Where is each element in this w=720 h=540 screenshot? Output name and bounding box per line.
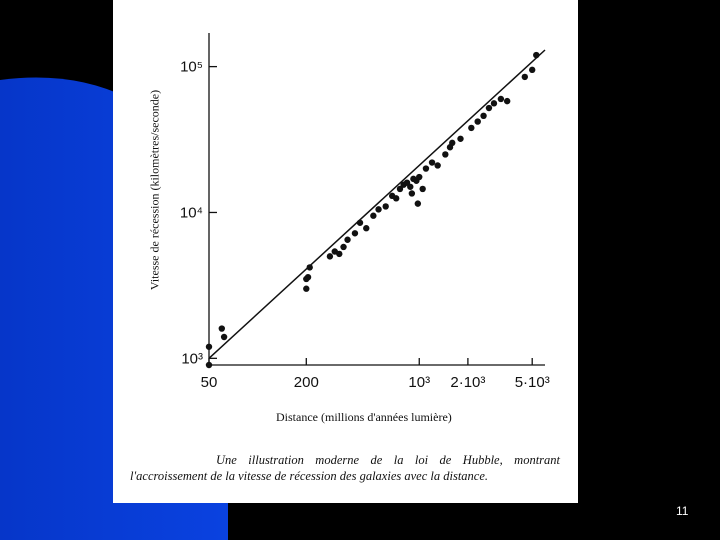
x-tick-label: 50 bbox=[201, 374, 218, 391]
data-point bbox=[363, 225, 370, 232]
data-points bbox=[205, 51, 540, 369]
x-axis-label: Distance (millions d'années lumière) bbox=[276, 410, 452, 424]
data-point bbox=[497, 95, 505, 103]
data-point bbox=[375, 206, 382, 213]
data-point bbox=[382, 203, 389, 210]
data-point bbox=[434, 162, 441, 169]
data-point bbox=[370, 212, 377, 219]
data-point bbox=[474, 118, 481, 125]
y-axis-label-wrap: Vitesse de récession (kilomètres/seconde… bbox=[140, 70, 170, 310]
chart-axes bbox=[208, 33, 545, 366]
data-point bbox=[490, 100, 498, 107]
data-point bbox=[414, 200, 422, 207]
data-point bbox=[396, 185, 404, 193]
data-point bbox=[529, 66, 536, 74]
x-tick-label: 200 bbox=[294, 374, 319, 391]
x-tick-label: 2·10³ bbox=[450, 374, 485, 391]
y-tick-label: 10⁵ bbox=[180, 59, 203, 76]
data-point bbox=[416, 173, 423, 181]
data-point bbox=[428, 159, 436, 166]
data-point bbox=[303, 285, 310, 292]
figure-panel bbox=[113, 0, 578, 503]
hubble-fit-line bbox=[208, 49, 546, 359]
caption-line-2: l'accroissement de la vitesse de récessi… bbox=[130, 469, 489, 483]
data-point bbox=[336, 250, 343, 258]
data-point bbox=[485, 104, 493, 112]
fit-line-group bbox=[208, 49, 546, 359]
data-point bbox=[220, 333, 228, 341]
data-point bbox=[356, 219, 364, 226]
data-point bbox=[340, 243, 347, 251]
y-tick-label: 10⁴ bbox=[180, 204, 203, 221]
y-axis-label: Vitesse de récession (kilomètres/seconde… bbox=[147, 89, 162, 291]
data-point bbox=[419, 185, 426, 193]
slide-number: 11 bbox=[676, 504, 689, 518]
figure-caption: Une illustration moderne de la loi de Hu… bbox=[130, 452, 560, 484]
x-tick-label: 10³ bbox=[408, 374, 430, 391]
data-point bbox=[304, 273, 312, 281]
data-point bbox=[408, 190, 416, 197]
data-point bbox=[503, 97, 511, 105]
data-point bbox=[205, 343, 213, 350]
data-point bbox=[407, 183, 414, 190]
data-point bbox=[457, 135, 464, 142]
data-point bbox=[449, 139, 456, 147]
data-point bbox=[218, 325, 225, 332]
data-point bbox=[442, 151, 449, 158]
data-point bbox=[480, 112, 487, 120]
data-point bbox=[326, 253, 334, 260]
data-point bbox=[392, 195, 400, 202]
data-point bbox=[468, 124, 475, 132]
caption-line-1: Une illustration moderne de la loi de Hu… bbox=[216, 453, 560, 467]
data-point bbox=[422, 165, 430, 172]
data-point bbox=[351, 230, 359, 237]
data-point bbox=[344, 236, 351, 243]
data-point bbox=[306, 264, 313, 271]
x-tick-label: 5·10³ bbox=[515, 374, 550, 391]
data-point bbox=[533, 51, 540, 59]
chart-ticks: 10³ 10⁴ 10⁵ 50 200 10³ 2·10³ 5·10³ bbox=[180, 59, 550, 391]
y-tick-label: 10³ bbox=[181, 350, 203, 367]
data-point bbox=[521, 73, 529, 81]
data-point bbox=[205, 361, 213, 369]
